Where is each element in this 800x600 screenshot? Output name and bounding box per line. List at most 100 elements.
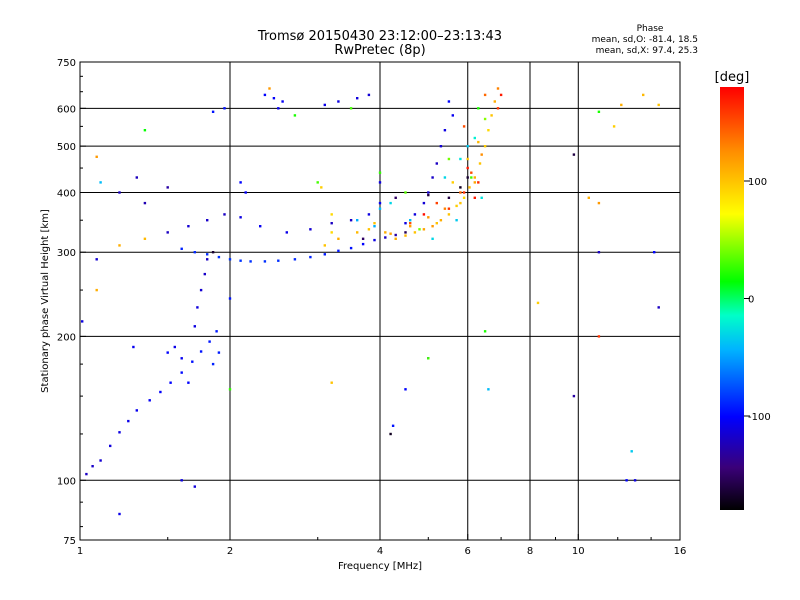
data-point [95,288,98,292]
data-point [193,485,196,488]
data-point [373,225,376,228]
x-tick-label: 16 [674,546,687,557]
data-point [473,136,476,140]
data-point [361,237,365,240]
data-point [91,465,94,468]
data-point [462,125,466,128]
data-point [173,345,176,349]
y-tick-label: 100 [57,476,76,487]
data-point [466,166,469,170]
y-tick-label: 200 [57,332,76,343]
data-point [215,330,218,333]
data-point [191,360,194,363]
data-point [404,231,407,234]
data-point [435,162,438,165]
data-point [208,340,211,343]
y-tick-label: 750 [57,58,76,69]
y-tick-label: 500 [57,142,76,153]
chart-subtitle: RwPretec (8p) [334,43,425,58]
data-point [413,213,417,216]
data-point [143,201,147,205]
data-point [572,394,576,398]
data-point [478,162,482,165]
data-point [285,231,288,234]
stats-heading: Phase [637,24,664,34]
data-point [378,201,382,205]
data-point [361,242,365,246]
colorbar-ticks: 100 0 -100 [744,177,771,423]
data-point [323,253,326,256]
data-point [323,103,326,107]
data-point [180,357,183,360]
data-point [223,213,226,216]
data-point [217,351,221,354]
data-point [487,129,490,132]
data-point [277,107,280,110]
data-point [470,176,473,179]
data-point [459,201,462,205]
data-point [373,238,376,242]
data-point [422,228,426,231]
data-point [135,176,138,179]
data-point [206,219,209,222]
data-point [435,201,438,205]
data-point [367,213,371,216]
data-point [462,196,466,199]
data-point [612,125,616,128]
data-point [422,213,426,216]
colorbar-label: [deg] [715,70,750,85]
data-point [483,145,487,148]
data-point [394,196,397,199]
data-point [431,176,434,179]
data-point [625,479,628,482]
data-point [349,219,353,222]
data-point [356,219,359,222]
data-point [95,258,98,261]
data-point [180,371,183,374]
data-point [389,432,392,436]
data-point [597,251,601,254]
data-point [394,233,397,237]
y-tick-label: 600 [57,104,76,115]
data-point [443,129,447,132]
data-point [499,93,503,97]
data-point [309,255,312,259]
grid-lines [80,62,680,540]
data-point [223,107,226,110]
data-point [249,260,252,263]
data-point [193,251,196,254]
data-point [642,93,645,97]
data-point [199,350,203,353]
data-point [473,176,476,179]
data-point [367,228,371,231]
data-point [468,186,471,189]
data-point [272,97,276,100]
data-point [263,93,267,97]
data-point [404,191,407,194]
data-point [211,251,215,254]
data-point [85,472,88,476]
data-point [309,228,312,231]
data-point [118,431,121,434]
data-point [293,114,297,117]
data-point [99,459,102,462]
data-point [451,181,454,184]
data-point [337,100,340,103]
data-point [455,204,458,208]
data-point [187,381,190,384]
data-point [95,155,98,158]
data-point [337,249,340,252]
data-point [135,409,138,412]
y-axis-ticks: 75 100 200 300 400 500 600 750 [57,58,86,547]
data-point [228,388,232,391]
data-point [199,288,203,292]
data-point [244,191,247,194]
data-point [143,237,147,240]
data-point [394,237,397,240]
data-point [180,247,183,250]
data-point [439,145,443,148]
data-point [439,219,443,222]
x-tick-label: 1 [77,546,83,557]
data-point [239,259,242,262]
